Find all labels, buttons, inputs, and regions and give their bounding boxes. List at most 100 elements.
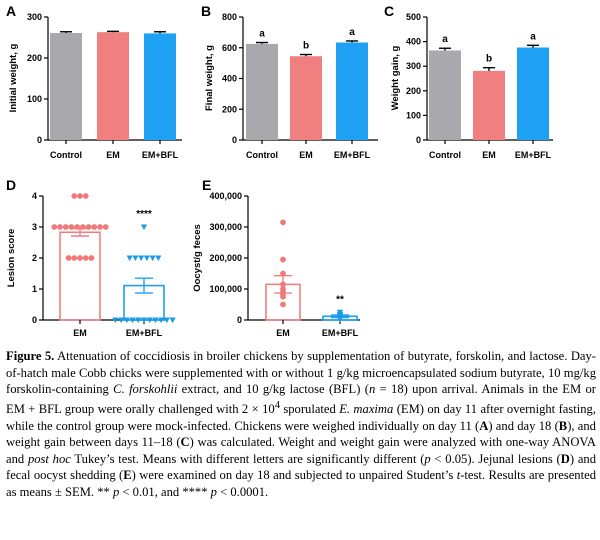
panel-c-y-tick-label: 100 — [406, 110, 421, 120]
panel-b-bar — [290, 56, 322, 140]
panel-e-letter: E — [202, 177, 211, 193]
panel-b-bar — [336, 42, 368, 140]
panel-a-bar — [97, 32, 129, 140]
panel-b-y-tick-label: 400 — [222, 74, 237, 84]
panel-d-letter: D — [6, 177, 16, 193]
caption-text-5: (EM) on day 11 after overnight fasting, … — [6, 401, 596, 433]
panel-a-y-tick-label: 200 — [27, 53, 42, 63]
panel-d-data-point — [77, 255, 83, 261]
panel-a-x-tick-label: EM+BFL — [142, 150, 179, 160]
panel-c-significance-letter: a — [530, 31, 536, 42]
panel-d-data-point — [57, 224, 63, 230]
panel-d-data-point — [140, 224, 148, 231]
caption-text-15: < 0.0001. — [216, 484, 269, 499]
caption-text-3: = 18) upon arrival. Animals in the EM or… — [6, 382, 596, 416]
caption-text-6: ) and day 18 ( — [488, 418, 559, 433]
panel-e-significance-stars: ** — [336, 294, 344, 305]
panel-d-data-point — [74, 224, 81, 230]
panel-d-data-point — [163, 317, 170, 324]
panel-b-letter: B — [201, 3, 211, 19]
panel-d-data-point — [79, 224, 86, 230]
caption-text-2: extract, and 10 g/kg lactose (BFL) ( — [177, 382, 369, 397]
panel-d-data-point — [88, 255, 95, 261]
panel-d-data-point — [65, 255, 72, 261]
panel-d-bar — [59, 231, 101, 321]
caption-text-9: Tukey’s test. Means with different lette… — [70, 451, 425, 466]
panel-d-data-point — [71, 255, 78, 261]
panel-b-x-tick-label: EM — [299, 150, 313, 160]
caption-label: Figure 5. — [6, 349, 55, 363]
panel-d-data-point — [140, 317, 148, 324]
panel-d-data-point — [169, 317, 176, 324]
panel-b-significance-letter: a — [349, 27, 355, 38]
panel-c-y-tick-label: 500 — [406, 12, 421, 22]
caption-text-8: ) was calculated. Weight and weight gain… — [6, 435, 596, 466]
panel-e-data-point — [280, 270, 286, 277]
panel-a-bar — [144, 33, 176, 140]
panel-c-bar — [473, 70, 505, 140]
figure-caption: Figure 5. Attenuation of coccidiosis in … — [6, 348, 596, 501]
panel-b-bar — [246, 43, 278, 140]
panel-a-y-tick-label: 0 — [37, 135, 42, 145]
caption-species-2: E. maxima — [339, 401, 394, 416]
caption-exponent: 4 — [274, 399, 280, 411]
panel-d-y-axis-title: Lesion score — [6, 229, 17, 288]
panel-d-data-point — [146, 317, 153, 324]
panel-e-data-point — [280, 301, 286, 308]
panel-c-y-tick-label: 400 — [406, 37, 421, 47]
panel-d-data-point — [82, 255, 89, 261]
caption-text-11: ) and fecal oocyst shedding ( — [6, 451, 596, 483]
panel-d-y-tick-label: 4 — [32, 191, 37, 201]
panel-d-data-point — [158, 317, 165, 324]
panel-a-x-tick-label: Control — [50, 150, 82, 160]
panel-e-y-tick-label: 100,000 — [209, 284, 242, 294]
panel-d-data-point — [123, 317, 130, 324]
caption-text-14: < 0.01, and **** — [119, 484, 211, 499]
panel-a-y-tick-label: 100 — [27, 94, 42, 104]
panel-e-x-tick-label: EM+BFL — [322, 328, 359, 338]
panel-a-y-axis-title: Initial weight, g — [8, 44, 19, 113]
panel-b-y-tick-label: 800 — [222, 12, 237, 22]
panel-a-letter: A — [6, 3, 16, 19]
panel-e-y-tick-label: 0 — [237, 315, 242, 325]
panel-c-y-axis-title: Weight gain, g — [390, 45, 401, 110]
panel-e-x-tick-label: EM — [276, 328, 290, 338]
panel-d-data-point — [71, 193, 78, 199]
panel-d-y-tick-label: 3 — [32, 222, 37, 232]
panel-c-significance-letter: b — [486, 54, 492, 65]
panel-c-bar — [429, 50, 461, 140]
panel-d-y-tick-label: 2 — [32, 253, 37, 263]
panel-d-data-point — [138, 255, 145, 262]
caption-p-1: p — [424, 451, 431, 466]
panel-d-data-point — [143, 255, 150, 262]
panel-c-x-tick-label: Control — [429, 150, 461, 160]
caption-post-hoc: post hoc — [27, 451, 71, 466]
panel-d-data-point — [149, 255, 156, 262]
panel-b-y-tick-label: 600 — [222, 43, 237, 53]
panel-d-data-point — [155, 255, 162, 262]
panel-d-data-point — [129, 317, 136, 324]
panel-b-significance-letter: b — [303, 41, 309, 52]
panel-d-data-point — [112, 317, 119, 324]
panel-c-y-tick-label: 200 — [406, 86, 421, 96]
panel-d-y-tick-label: 1 — [32, 284, 37, 294]
caption-ref-d: D — [560, 451, 570, 466]
panel-b-x-tick-label: EM+BFL — [334, 150, 371, 160]
panel-d-data-point — [68, 224, 75, 230]
caption-text-10: < 0.05). Jejunal lesions ( — [430, 451, 561, 466]
panel-d-data-point — [62, 224, 69, 230]
panel-c-y-tick-label: 0 — [416, 135, 421, 145]
panel-b-y-tick-label: 0 — [232, 135, 237, 145]
panel-d-data-point — [51, 224, 58, 230]
caption-ref-e: E — [123, 468, 132, 483]
panel-a-y-tick-label: 300 — [27, 12, 42, 22]
panel-e-y-tick-label: 300,000 — [209, 222, 242, 232]
caption-p-3: p — [210, 484, 217, 499]
panel-d-data-point — [135, 317, 142, 324]
panel-d-x-tick-label: EM — [73, 328, 87, 338]
caption-text-13: -test. Results are presented as means ± … — [6, 468, 596, 499]
panel-d-x-tick-label: EM+BFL — [126, 328, 163, 338]
panel-d-data-point — [77, 193, 83, 199]
panel-c-bar — [517, 47, 549, 141]
